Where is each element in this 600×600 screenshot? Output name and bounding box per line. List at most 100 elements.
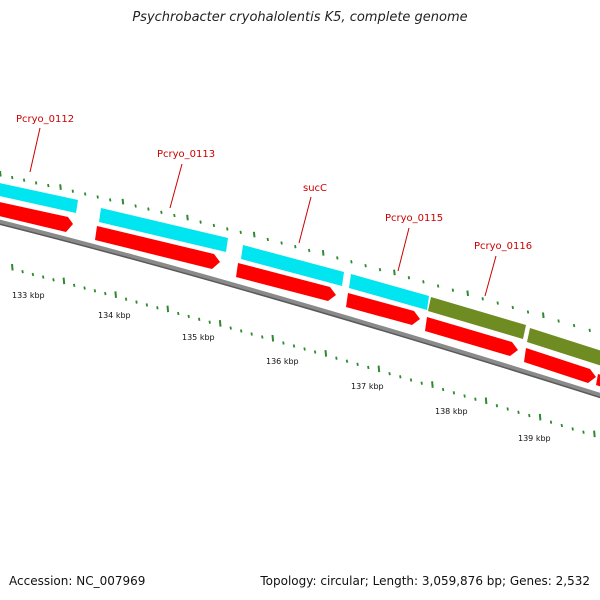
cds-feature-4[interactable] (346, 293, 420, 325)
tick-mark (588, 328, 591, 332)
gene-feature-next[interactable] (527, 328, 600, 367)
tick-mark (47, 183, 50, 188)
tick-mark (388, 372, 391, 376)
tick-mark (420, 381, 423, 385)
tick-mark (250, 332, 253, 336)
gene-features (0, 182, 600, 367)
tick-mark (11, 263, 14, 271)
tick-mark (436, 284, 440, 288)
tick-mark (121, 198, 125, 205)
gene-feature-pcryo-0112[interactable] (0, 182, 78, 213)
tick-mark (22, 178, 26, 182)
tick-mark (83, 286, 86, 290)
label-leader (484, 255, 497, 297)
tick-mark (104, 291, 107, 296)
tick-mark (229, 326, 232, 330)
tick-mark (593, 430, 596, 438)
gene-feature-pcryo-0116[interactable] (428, 297, 526, 339)
tick-mark (528, 413, 531, 418)
accession-text: Accession: NC_007969 (9, 574, 146, 588)
tick-mark (441, 387, 445, 392)
tick-mark (34, 181, 38, 185)
gene-feature-pcryo-0115[interactable] (349, 274, 429, 310)
tick-mark (336, 256, 339, 260)
label-leader (29, 127, 41, 173)
tick-mark (549, 420, 553, 424)
tick-mark (571, 427, 574, 431)
tick-mark (147, 207, 150, 211)
tick-mark (496, 301, 499, 305)
tick-mark (0, 170, 2, 177)
tick-mark (96, 195, 99, 199)
tick-mark (431, 381, 434, 388)
tick-mark (474, 397, 477, 401)
gene-label-pcryo-0113[interactable]: Pcryo_0113 (157, 149, 215, 160)
gene-feature-succ[interactable] (241, 245, 344, 286)
tick-mark (173, 213, 176, 218)
gene-label-pcryo-0116[interactable]: Pcryo_0116 (474, 241, 532, 252)
tick-mark (156, 306, 159, 310)
tick-mark (240, 329, 243, 333)
tick-mark (308, 248, 311, 253)
tick-mark (186, 214, 189, 221)
tick-mark (212, 223, 216, 228)
tick-mark (199, 220, 202, 224)
cds-features (0, 201, 600, 388)
tick-mark (134, 204, 137, 208)
tick-mark (62, 277, 66, 285)
tick-mark (324, 350, 328, 357)
tick-mark (481, 297, 484, 301)
tick-mark (463, 394, 466, 398)
tick-mark (124, 297, 128, 301)
tick-mark (557, 319, 560, 323)
tick-mark (294, 245, 297, 249)
cds-feature-7[interactable] (596, 374, 600, 388)
label-leader (169, 163, 183, 209)
tick-mark (582, 430, 585, 434)
gene-label-succ[interactable]: sucC (303, 183, 327, 194)
tick-mark (517, 410, 520, 414)
tick-mark (452, 391, 456, 395)
tick-mark (93, 289, 97, 293)
scale-label-136: 136 kbp (266, 357, 299, 366)
tick-mark (59, 184, 62, 190)
gene-labels: Pcryo_0112 Pcryo_0113 sucC Pcryo_0115 Pc… (16, 114, 532, 297)
scale-tick-row (11, 263, 596, 438)
gene-label-pcryo-0112[interactable]: Pcryo_0112 (16, 114, 74, 125)
tick-mark (367, 365, 370, 370)
tick-mark (321, 249, 325, 256)
tick-mark (409, 378, 413, 382)
cds-feature-2[interactable] (95, 226, 220, 269)
tick-mark (495, 404, 499, 408)
scale-label-134: 134 kbp (98, 311, 131, 320)
tick-mark (378, 268, 382, 272)
cds-feature-5[interactable] (425, 317, 518, 356)
tick-mark (208, 320, 211, 324)
tick-mark (135, 300, 138, 304)
tick-mark (377, 365, 381, 373)
genome-summary-text: Topology: circular; Length: 3,059,876 bp… (260, 574, 590, 588)
cds-feature-6[interactable] (524, 348, 596, 383)
tick-mark (484, 397, 488, 405)
tick-mark (114, 291, 117, 298)
tick-mark (542, 312, 545, 319)
tick-mark (282, 341, 285, 345)
gene-label-pcryo-0115[interactable]: Pcryo_0115 (385, 213, 443, 224)
scale-labels: 133 kbp 134 kbp 135 kbp 136 kbp 137 kbp … (12, 291, 551, 443)
tick-mark (145, 303, 149, 307)
tick-mark (526, 310, 530, 314)
cds-feature-3[interactable] (236, 263, 336, 301)
tick-mark (218, 320, 222, 327)
tick-mark (160, 210, 163, 214)
tick-mark (356, 362, 359, 366)
gene-feature-pcryo-0113[interactable] (99, 208, 228, 252)
tick-mark (466, 290, 469, 297)
genome-title: Psychrobacter cryohalolentis K5, complet… (132, 10, 468, 25)
tick-mark (399, 375, 402, 379)
tick-mark (52, 278, 55, 282)
tick-mark (572, 323, 576, 328)
cds-feature-1[interactable] (0, 201, 73, 232)
label-leader (397, 227, 410, 272)
label-leader (298, 196, 312, 244)
